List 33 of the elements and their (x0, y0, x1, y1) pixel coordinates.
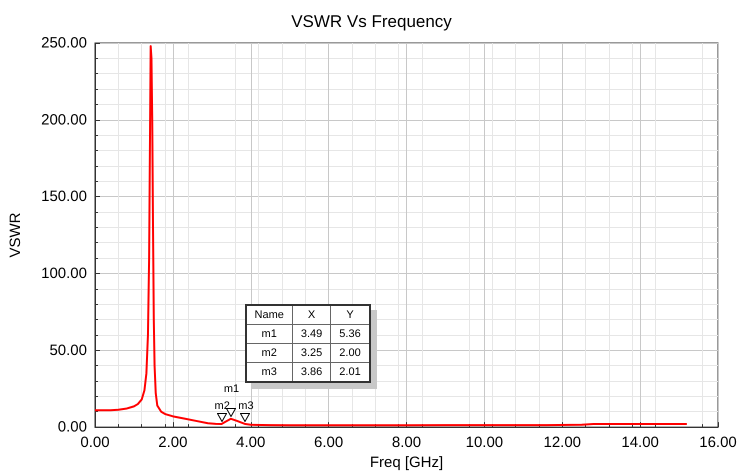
annotation: 5.36 (330, 324, 370, 344)
x-tick-label: 8.00 (392, 434, 422, 452)
x-tick-label: 14.00 (621, 434, 659, 452)
y-tick-label: 150.00 (41, 188, 87, 206)
y-tick-label: 0.00 (58, 418, 87, 436)
annotation: 3.49 (292, 324, 331, 344)
annotation: 2.01 (330, 362, 370, 382)
x-tick-label: 16.00 (699, 434, 737, 452)
x-tick-label: 6.00 (314, 434, 344, 452)
x-tick-label: 2.00 (158, 434, 188, 452)
x-tick-label: 12.00 (543, 434, 582, 452)
line-series (94, 45, 688, 426)
annotation: m2 (246, 344, 292, 363)
annotation: m3 (246, 362, 292, 382)
x-tick-label: 10.00 (466, 434, 504, 452)
x-tick-label: 4.00 (236, 434, 266, 452)
y-tick-label: 200.00 (41, 111, 87, 128)
y-tick-label: 50.00 (49, 342, 87, 359)
annotation: m3 (238, 400, 254, 412)
y-tick-label: 250.00 (41, 34, 87, 52)
y-tick-label: 100.00 (41, 264, 87, 282)
annotation: Y (330, 305, 370, 325)
annotation: m1 (246, 324, 292, 344)
chart-title: VSWR Vs Frequency (291, 12, 452, 31)
annotation: 3.25 (292, 344, 331, 363)
annotation: 2.00 (330, 344, 370, 363)
y-axis-title: VSWR (7, 212, 24, 258)
annotation: 3.86 (292, 362, 331, 382)
annotation: X (292, 305, 331, 325)
x-tick-label: 0.00 (80, 434, 110, 452)
x-axis-title: Freq [GHz] (370, 454, 444, 471)
annotation: m1 (224, 382, 240, 395)
annotation: Name (246, 305, 292, 325)
